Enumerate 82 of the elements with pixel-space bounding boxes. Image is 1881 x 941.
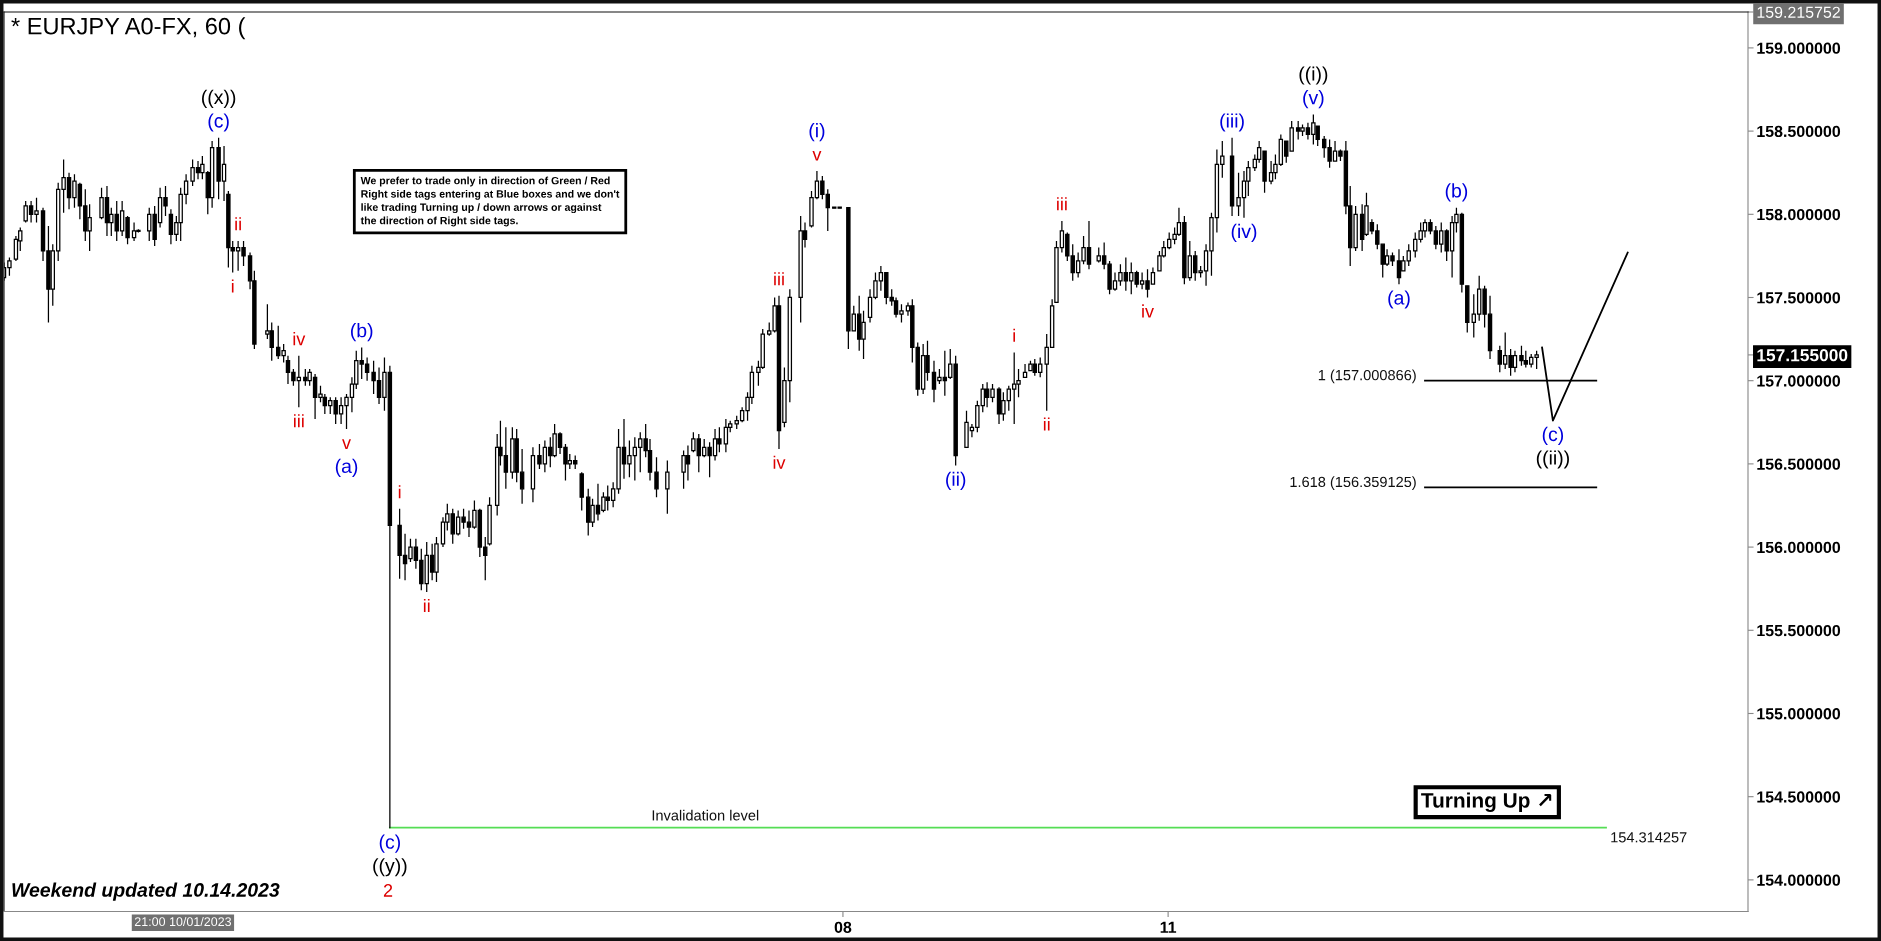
candlestick (530, 446, 536, 503)
annotation: (iv) (1231, 223, 1257, 242)
annotation: ((x)) (202, 89, 236, 108)
x-tick-label: 08 (834, 921, 852, 933)
candlestick (7, 256, 12, 277)
candlestick (1465, 285, 1470, 334)
y-tick-label: 156.000000 (1757, 541, 1841, 554)
annotation: ii (1043, 417, 1050, 431)
annotation: iii (294, 414, 304, 428)
candlestick (1022, 363, 1028, 378)
y-tick-label: 157.155000 (1757, 349, 1848, 362)
candlestick (131, 221, 137, 242)
candlestick (1519, 345, 1524, 367)
annotation: (a) (1388, 290, 1410, 309)
candlestick (1229, 137, 1235, 217)
text: 21:00 10/01/2023 (134, 916, 232, 927)
y-tick-label: 154.000000 (1757, 874, 1841, 886)
candlestick (681, 449, 686, 490)
annotation: i (398, 485, 401, 499)
chart-title: * EURJPY A0-FX, 60 ( (11, 17, 246, 40)
y-tick-label: 155.500000 (1757, 624, 1841, 637)
candlestick (1512, 350, 1518, 373)
annotation: (i) (809, 123, 825, 142)
annotation: (iii) (1220, 113, 1244, 132)
annotation: (c) (208, 113, 229, 132)
candlestick (654, 456, 659, 498)
candlestick (665, 459, 670, 515)
data-label: 154.314257 (1611, 832, 1687, 843)
annotation: i (231, 279, 234, 293)
data-label: 1.618 (156.359125) (1290, 476, 1416, 490)
candlestick (723, 418, 729, 453)
candlestick (1037, 356, 1043, 378)
annotation: Weekend updated 10.14.2023 (12, 882, 280, 901)
annotation: ii (423, 598, 430, 612)
y-tick-label: 157.500000 (1757, 292, 1841, 304)
candlestick (572, 454, 578, 470)
annotation: ((i)) (1299, 66, 1328, 85)
annotation: ii (235, 217, 241, 231)
x-tick-label: 11 (1160, 921, 1177, 933)
annotation: (c) (1542, 426, 1564, 445)
annotation: iv (293, 332, 306, 346)
annotation: ((ii)) (1536, 450, 1569, 469)
annotation: (b) (1445, 183, 1468, 202)
data-label: 1 (157.000866) (1318, 369, 1416, 384)
annotation: (b) (351, 323, 373, 342)
y-tick-label: 158.500000 (1757, 125, 1841, 138)
candlestick (798, 215, 803, 324)
candlestick (510, 426, 515, 480)
annotation: iii (774, 272, 784, 286)
annotation: i (1013, 328, 1015, 342)
candlestick (1396, 248, 1402, 285)
annotation: (a) (335, 458, 358, 477)
annotation: iii (1057, 197, 1067, 211)
data-label: Invalidation level (652, 809, 759, 821)
annotation: 2 (383, 884, 393, 897)
y-tick-label: 156.500000 (1757, 458, 1841, 470)
y-tick-label: 158.000000 (1757, 208, 1841, 221)
candlestick (1028, 360, 1033, 372)
candlestick (1032, 358, 1038, 377)
candlestick (585, 488, 591, 537)
candlestick (434, 536, 439, 583)
annotation: We prefer to trade only in direction of Green / Red Right side tags entering at Blue boxes and we don't like trading Turning up / down arrows or against the direction of Right side tags. (360, 176, 620, 227)
candlestick (996, 386, 1002, 425)
annotation: v (342, 439, 351, 449)
annotation: iv (1142, 304, 1154, 318)
annotation: (ii) (946, 471, 966, 490)
candlestick (579, 471, 584, 512)
y-tick-label: 155.000000 (1757, 708, 1841, 720)
candlestick (1295, 120, 1301, 141)
annotation: iv (773, 455, 786, 469)
y-tick-label: 157.000000 (1757, 375, 1841, 387)
annotation: (v) (1303, 90, 1324, 109)
y-tick-label: 159.000000 (1757, 42, 1841, 54)
candlestick (1011, 351, 1017, 425)
annotation: (c) (379, 834, 400, 853)
y-tick-label: 159.215752 (1757, 6, 1840, 18)
candlestick (303, 368, 308, 387)
candlestick (1523, 350, 1529, 369)
y-tick-label: 154.500000 (1757, 791, 1841, 803)
annotation: ((y)) (373, 858, 407, 877)
annotation: v (812, 150, 822, 161)
annotation: Turning Up ↗ (1421, 792, 1552, 812)
